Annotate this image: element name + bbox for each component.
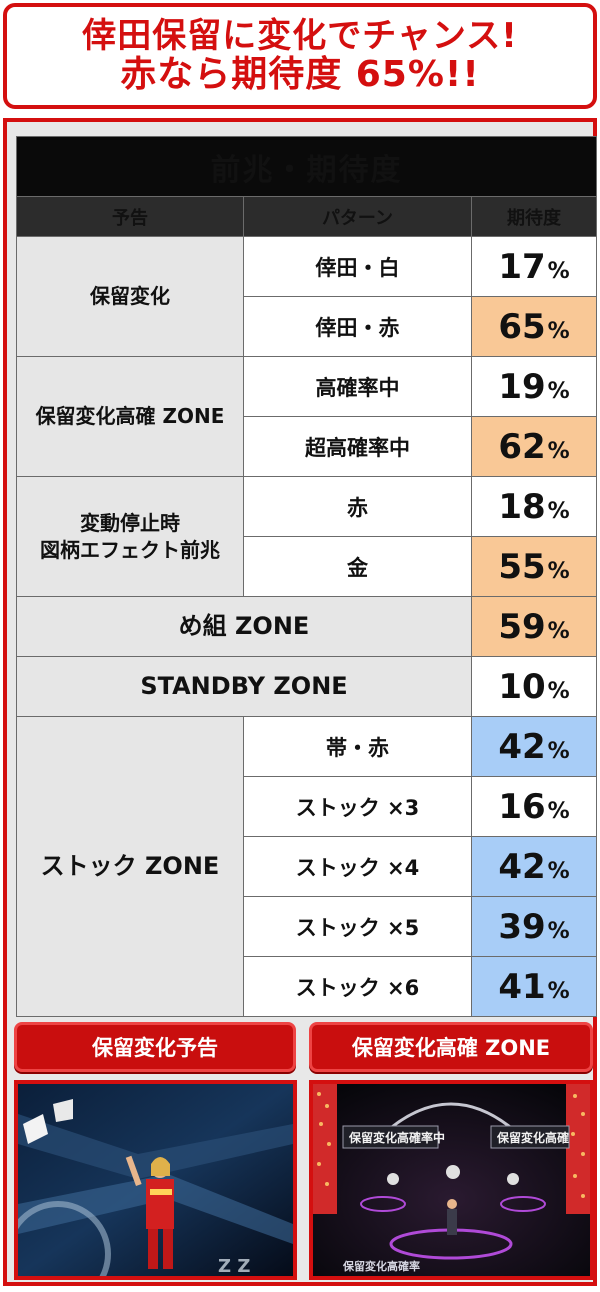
pattern-cell: 超高確率中 xyxy=(243,416,472,477)
expectation-cell: 16% xyxy=(470,776,598,837)
pattern-cell: ストック ×5 xyxy=(243,896,472,957)
screenshot-hold-change: Z Z xyxy=(14,1080,297,1280)
expectation-cell: 17% xyxy=(470,236,598,297)
hold-change-scene-image: Z Z xyxy=(18,1084,293,1276)
expectation-value: 17 xyxy=(498,246,546,287)
expectation-cell: 10% xyxy=(470,656,598,717)
expectation-value: 10 xyxy=(498,666,546,707)
category-cell: ストック ZONE xyxy=(16,716,244,1017)
expectation-value: 62 xyxy=(498,426,546,467)
screenshot-label-high-prob-zone: 保留変化高確 ZONE xyxy=(309,1022,593,1072)
overlay-text-bottom: 保留変化高確率 xyxy=(342,1259,420,1273)
expectation-value: 65 xyxy=(498,306,546,347)
headline-line-2: 赤なら期待度 65%!! xyxy=(120,53,480,95)
screenshot-high-prob-zone: 保留変化高確率中 保留変化高確 保留変化高確率 xyxy=(309,1080,594,1280)
percent-sign: % xyxy=(547,798,570,824)
expectation-cell: 55% xyxy=(470,536,598,597)
category-line-1: 変動停止時 xyxy=(80,510,180,535)
expectation-cell: 42% xyxy=(470,716,598,777)
percent-sign: % xyxy=(547,438,570,464)
percent-sign: % xyxy=(547,318,570,344)
expectation-cell: 18% xyxy=(470,476,598,537)
pattern-cell: 倖田・赤 xyxy=(243,296,472,357)
expectation-value: 19 xyxy=(498,366,546,407)
overlay-text-left: 保留変化高確率中 xyxy=(348,1130,445,1145)
table-row: 倖田・赤 65% xyxy=(17,296,598,357)
table-row: ストック ×3 16% xyxy=(17,776,598,837)
table-title: 前兆・期待度 xyxy=(15,136,598,197)
expectation-value: 42 xyxy=(498,726,546,767)
expectation-cell: 19% xyxy=(470,356,598,417)
pattern-cell: ストック ×3 xyxy=(243,776,472,837)
expectation-cell: 65% xyxy=(470,296,598,357)
expectation-cell: 62% xyxy=(470,416,598,477)
column-header-pattern: パターン xyxy=(243,196,472,237)
category-cell: 保留変化 xyxy=(16,236,244,357)
expectation-table: 前兆・期待度 予告 パターン 期待度 保留変化 倖田・白 17% 倖田・赤 65… xyxy=(15,136,598,1017)
category-cell: STANDBY ZONE xyxy=(16,656,472,717)
table-row: 保留変化 倖田・白 17% xyxy=(16,236,598,357)
percent-sign: % xyxy=(547,738,570,764)
high-prob-zone-scene-image: 保留変化高確率中 保留変化高確 保留変化高確率 xyxy=(313,1084,590,1276)
table-row: 変動停止時 図柄エフェクト前兆 赤 18% xyxy=(16,476,598,597)
percent-sign: % xyxy=(547,498,570,524)
category-cell: 保留変化高確 ZONE xyxy=(16,356,244,477)
headline-line-1: 倖田保留に変化でチャンス! xyxy=(82,15,518,56)
pattern-cell: 金 xyxy=(243,536,472,597)
expectation-value: 55 xyxy=(498,546,546,587)
category-cell: 変動停止時 図柄エフェクト前兆 xyxy=(16,476,244,597)
percent-sign: % xyxy=(547,918,570,944)
table-row: ストック ×6 41% xyxy=(17,956,598,1017)
table-row: 超高確率中 62% xyxy=(17,416,598,477)
expectation-cell: 42% xyxy=(470,836,598,897)
table-row: ストック ZONE 帯・赤 42% xyxy=(16,716,598,1017)
percent-sign: % xyxy=(547,618,570,644)
percent-sign: % xyxy=(547,678,570,704)
expectation-value: 59 xyxy=(498,606,546,647)
overlay-text-right: 保留変化高確 xyxy=(496,1130,569,1145)
category-cell: め組 ZONE xyxy=(16,596,472,657)
expectation-value: 42 xyxy=(498,846,546,887)
expectation-value: 39 xyxy=(498,906,546,947)
expectation-cell: 59% xyxy=(470,596,598,657)
table-row: 金 55% xyxy=(17,536,598,597)
column-header-expectation: 期待度 xyxy=(470,196,598,237)
pattern-cell: 赤 xyxy=(243,476,472,537)
expectation-value: 41 xyxy=(498,966,546,1007)
percent-sign: % xyxy=(547,258,570,284)
expectation-value: 16 xyxy=(498,786,546,827)
screenshot-label-hold-change: 保留変化予告 xyxy=(14,1022,296,1072)
pattern-cell: ストック ×4 xyxy=(243,836,472,897)
table-row: STANDBY ZONE 10% xyxy=(16,656,598,717)
table-row: 保留変化高確 ZONE 高確率中 19% xyxy=(16,356,598,477)
category-line-2: 図柄エフェクト前兆 xyxy=(40,537,220,562)
expectation-cell: 41% xyxy=(470,956,598,1017)
expectation-cell: 39% xyxy=(470,896,598,957)
svg-text:Z Z: Z Z xyxy=(218,1256,250,1276)
table-row: め組 ZONE 59% xyxy=(16,596,598,657)
table-row: ストック ×5 39% xyxy=(17,896,598,957)
table-row: ストック ×4 42% xyxy=(17,836,598,897)
headline-banner: 倖田保留に変化でチャンス! 赤なら期待度 65%!! xyxy=(3,3,597,109)
pattern-cell: 倖田・白 xyxy=(243,236,472,297)
percent-sign: % xyxy=(547,858,570,884)
percent-sign: % xyxy=(547,978,570,1004)
percent-sign: % xyxy=(547,378,570,404)
pattern-cell: 高確率中 xyxy=(243,356,472,417)
expectation-value: 18 xyxy=(498,486,546,527)
percent-sign: % xyxy=(547,558,570,584)
expectation-panel: 前兆・期待度 予告 パターン 期待度 保留変化 倖田・白 17% 倖田・赤 65… xyxy=(3,118,598,1286)
column-header-notice: 予告 xyxy=(16,196,244,237)
pattern-cell: ストック ×6 xyxy=(243,956,472,1017)
pattern-cell: 帯・赤 xyxy=(243,716,472,777)
